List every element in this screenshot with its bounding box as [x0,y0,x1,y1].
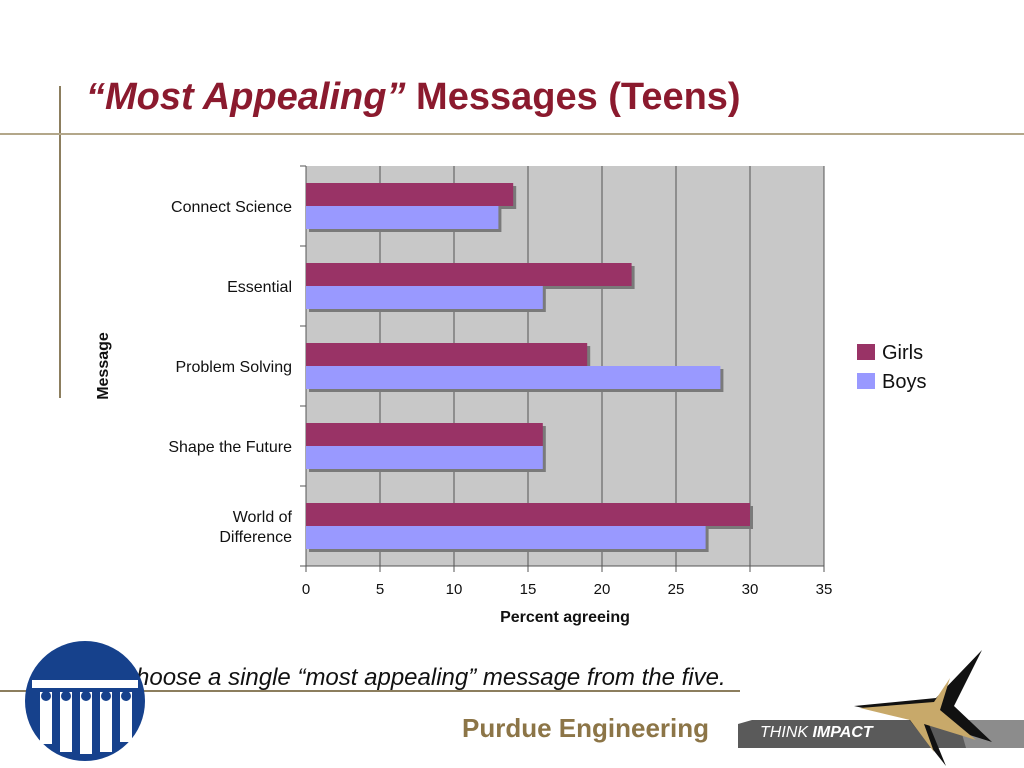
x-tick-label: 0 [302,581,310,598]
plot-area: 0 5 10 15 20 25 30 35 Connect Science Essential Pr… [95,165,926,626]
think-impact-text: THINK IMPACT [760,724,873,742]
category-label: Shape the Future [168,439,292,456]
category-label: Problem Solving [176,359,293,376]
bar-girls [306,183,514,206]
legend-swatch-boys [857,373,875,389]
legend-swatch-girls [857,344,875,360]
title-italic-part: “Most Appealing” [86,76,406,118]
bar-boys [306,526,706,549]
purdue-logo-icon [25,641,145,761]
category-label: Connect Science [171,199,292,216]
y-axis-title: Message [95,332,112,400]
bar-girls [306,423,543,446]
category-label: Essential [227,279,292,296]
category-label: World of [233,509,293,526]
impact-word: IMPACT [812,724,873,741]
x-tick-label: 25 [668,581,685,598]
bar-boys [306,286,543,309]
category-label: Difference [219,529,292,546]
x-tick-label: 30 [742,581,759,598]
footnote-text: hoose a single “most appealing” message … [136,664,726,691]
decor-footer-rule [0,690,740,692]
bar-boys [306,366,721,389]
think-word: THINK [760,724,808,741]
x-tick-label: 15 [520,581,537,598]
title-rest-part: Messages (Teens) [405,76,741,118]
bar-girls [306,263,632,286]
decor-title-rule [0,133,1024,135]
x-tick-label: 20 [594,581,611,598]
x-axis-title: Percent agreeing [500,609,630,626]
legend-label-boys: Boys [882,371,926,393]
decor-vertical-line [59,86,61,398]
legend-label-girls: Girls [882,342,923,364]
brand-name: Purdue Engineering [462,713,710,743]
slide-title: “Most Appealing” Messages (Teens) [86,76,741,119]
bar-boys [306,446,543,469]
bar-girls [306,503,750,526]
bar-girls [306,343,588,366]
x-tick-label: 10 [446,581,463,598]
bar-chart: 0 5 10 15 20 25 30 35 Connect Science Essential Pr… [95,165,926,626]
x-tick-label: 5 [376,581,384,598]
x-tick-label: 35 [816,581,833,598]
engineering-swoosh-icon [854,650,992,766]
bar-boys [306,206,499,229]
